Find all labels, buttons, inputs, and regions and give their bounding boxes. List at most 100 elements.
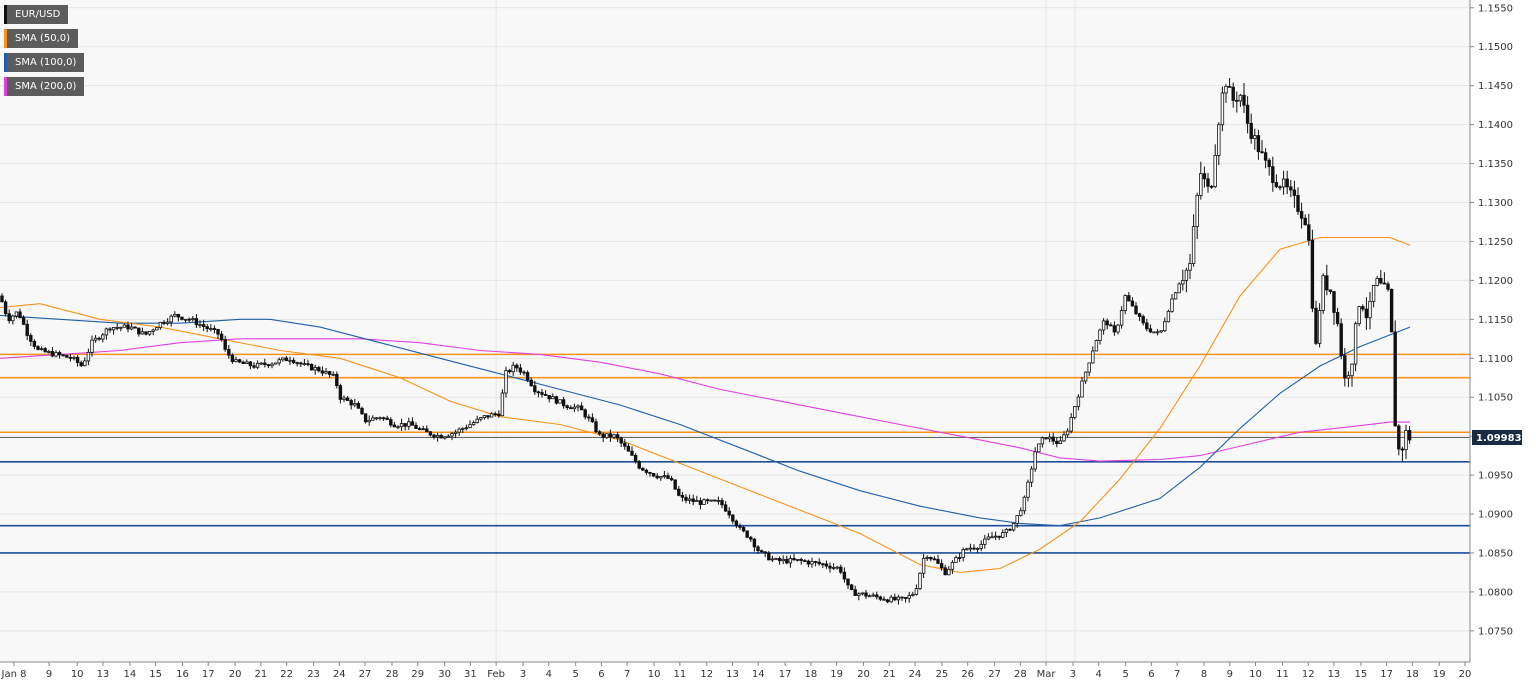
candle-body <box>1343 355 1347 379</box>
candle-body <box>273 362 278 365</box>
candle-body <box>1227 85 1232 88</box>
candle-body <box>284 357 289 362</box>
candle-body <box>979 543 983 549</box>
candle-body <box>1220 92 1225 126</box>
legend-item-sma-200[interactable]: SMA (200,0) <box>4 77 85 96</box>
candle-body <box>990 536 994 539</box>
candle-body <box>1314 307 1318 344</box>
candle-body <box>803 560 807 562</box>
x-tick-label: 3 <box>520 669 526 680</box>
x-tick-label: 17 <box>202 669 215 680</box>
x-tick-label: 25 <box>936 669 949 680</box>
candle-body <box>1130 300 1135 307</box>
candle-body <box>1033 451 1037 470</box>
candle-body <box>371 417 375 421</box>
candle-body <box>1011 522 1016 531</box>
x-tick-label: 6 <box>1148 669 1154 680</box>
candle-body <box>497 413 501 417</box>
sma-100-line <box>0 314 1411 527</box>
legend-item-eurusd[interactable]: EUR/USD <box>4 5 69 24</box>
candle-body <box>936 559 940 564</box>
candle-body <box>1094 340 1099 352</box>
candle-body <box>770 558 775 561</box>
candle-body <box>1029 468 1034 483</box>
candle-body <box>428 431 433 436</box>
candle-body <box>461 427 465 430</box>
x-tick-label: 7 <box>1174 669 1180 680</box>
y-tick-label: 1.0900 <box>1478 510 1513 521</box>
legend-label: SMA (100,0) <box>15 57 77 68</box>
candle-body <box>691 498 695 502</box>
candle-body <box>734 520 739 527</box>
x-axis-ticks: Jan 8 9 10 13 14 15 16 17 20 21 22 23 24 27 28 29 30 31 Fe… <box>1 662 1471 680</box>
candle-body <box>489 413 494 418</box>
candle-body <box>119 326 123 329</box>
candle-body <box>651 472 656 477</box>
candle-body <box>1055 440 1059 444</box>
y-tick-label: 1.1100 <box>1478 354 1513 365</box>
candle-body <box>72 356 76 359</box>
candle-body <box>842 571 847 580</box>
x-tick-label: 10 <box>71 669 84 680</box>
candle-body <box>641 467 645 471</box>
candle-body <box>61 354 65 357</box>
candle-body <box>468 424 472 429</box>
candle-body <box>749 536 753 540</box>
candle-body <box>353 403 357 406</box>
x-tick-label: 27 <box>359 669 372 680</box>
candle-body <box>626 445 631 452</box>
candle-body <box>1058 440 1063 444</box>
candle-body <box>378 417 382 420</box>
candle-body <box>1065 430 1070 436</box>
candle-body <box>997 535 1001 538</box>
candle-body <box>813 561 818 563</box>
candle-body <box>1101 320 1106 331</box>
legend-item-sma-100[interactable]: SMA (100,0) <box>4 53 85 72</box>
last-price-tag: 1.09983 <box>1472 430 1522 445</box>
candle-body <box>648 472 652 474</box>
candle-body <box>1386 283 1390 290</box>
candle-body <box>831 567 836 569</box>
candle-body <box>551 396 555 400</box>
y-axis-ticks: 1.07501.08001.08501.09001.09501.10001.10… <box>1470 3 1513 637</box>
x-tick-label: 30 <box>438 669 451 680</box>
candle-body <box>806 560 811 565</box>
candle-body <box>929 556 933 560</box>
candle-body <box>536 391 541 394</box>
candle-body <box>97 337 101 340</box>
candle-body <box>144 331 148 335</box>
candle-body <box>169 315 173 323</box>
candle-body <box>777 558 782 562</box>
candle-body <box>180 316 184 320</box>
x-tick-label: 5 <box>1122 669 1128 680</box>
x-tick-label: 27 <box>988 669 1001 680</box>
candle-body <box>21 317 26 325</box>
candle-body <box>1206 178 1210 187</box>
candle-body <box>147 330 152 335</box>
x-tick-label: 13 <box>97 669 110 680</box>
candle-body <box>576 405 580 408</box>
candle-body <box>1181 280 1185 285</box>
candle-body <box>947 568 951 576</box>
candle-body <box>662 475 667 478</box>
legend-item-sma-50[interactable]: SMA (50,0) <box>4 29 79 48</box>
x-tick-label: 12 <box>700 669 713 680</box>
candle-body <box>1332 291 1336 313</box>
candle-body <box>554 396 559 404</box>
x-tick-label: Mar <box>1037 669 1057 680</box>
x-tick-label: 6 <box>598 669 604 680</box>
candle-body <box>504 370 508 394</box>
last-price-label: 1.09983 <box>1476 433 1522 444</box>
candle-body <box>824 563 829 567</box>
candle-body <box>1037 443 1041 453</box>
candle-body <box>1152 331 1156 334</box>
candle-body <box>1249 122 1253 139</box>
y-tick-label: 1.0800 <box>1478 587 1513 598</box>
candle-body <box>515 364 519 369</box>
x-tick-label: 28 <box>386 669 399 680</box>
candle-body <box>36 346 40 350</box>
candle-body <box>1361 306 1365 310</box>
candle-body <box>54 352 58 357</box>
candle-body <box>680 494 685 498</box>
